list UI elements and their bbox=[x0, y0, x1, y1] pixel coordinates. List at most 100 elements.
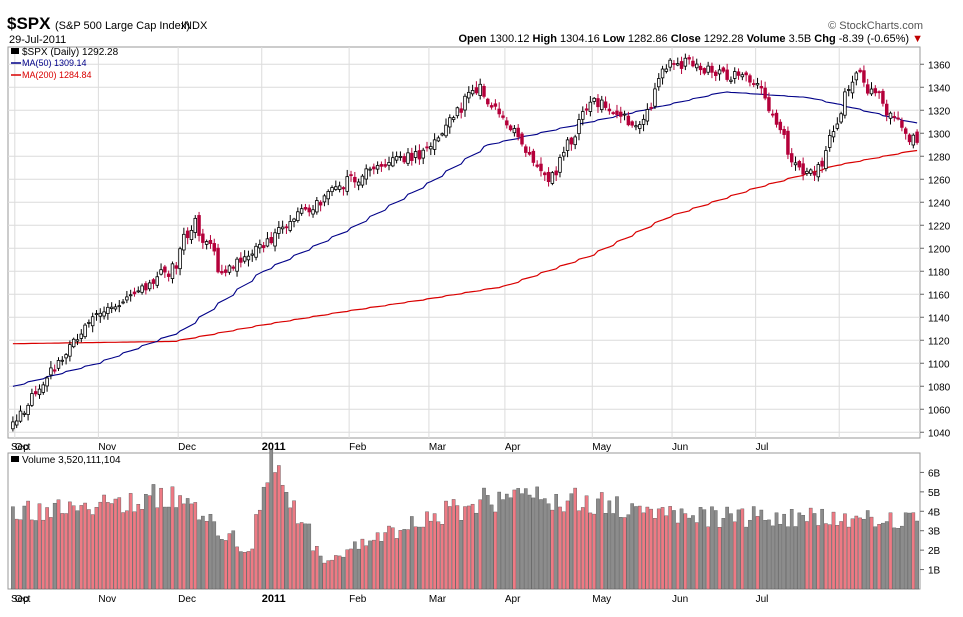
candle-body bbox=[334, 186, 338, 190]
volume-bar bbox=[170, 486, 175, 590]
candle-body bbox=[451, 117, 456, 120]
candle-body bbox=[516, 127, 520, 138]
volume-bar bbox=[296, 523, 300, 590]
candle-body bbox=[801, 163, 805, 175]
candle-body bbox=[531, 150, 536, 163]
candle-body bbox=[512, 128, 517, 134]
volume-bar bbox=[854, 515, 859, 590]
candle-body bbox=[11, 421, 15, 430]
candle-body bbox=[717, 69, 722, 75]
candle-body bbox=[204, 241, 209, 245]
volume-bar bbox=[808, 507, 813, 590]
candle-body bbox=[345, 176, 349, 192]
candle-body bbox=[106, 306, 110, 314]
volume-bar bbox=[478, 499, 483, 590]
volume-bar bbox=[569, 493, 574, 590]
volume-bar bbox=[637, 505, 642, 590]
candle-body bbox=[797, 160, 802, 168]
candle-body bbox=[64, 354, 68, 359]
candle-body bbox=[155, 276, 159, 286]
candle-body bbox=[330, 187, 334, 193]
candle-body bbox=[178, 248, 182, 270]
candle-body bbox=[326, 191, 330, 200]
down-arrow-icon: ▼ bbox=[912, 33, 923, 45]
volume-x-tick-label: Dec bbox=[178, 594, 196, 605]
candle-body bbox=[231, 266, 235, 269]
candle-body bbox=[147, 282, 152, 290]
volume-bar bbox=[52, 502, 57, 590]
volume-bar bbox=[649, 508, 653, 590]
price-y-axis: 1040 1060 1080 1100 1120 1140 1160 1180 1200 1220… bbox=[920, 60, 951, 439]
volume-bar bbox=[789, 509, 794, 590]
low-label: Low bbox=[602, 33, 625, 45]
volume-bar bbox=[508, 497, 513, 590]
brand-label[interactable]: © StockCharts.com bbox=[828, 20, 923, 32]
candle-body bbox=[634, 125, 638, 128]
candle-body bbox=[729, 79, 733, 82]
volume-bar bbox=[322, 562, 327, 590]
open-value: 1300.12 bbox=[489, 33, 530, 45]
chg-label: Chg bbox=[814, 33, 836, 45]
volume-bar bbox=[584, 495, 589, 590]
volume-bar bbox=[493, 511, 498, 590]
candle-body bbox=[87, 322, 91, 324]
candle-body bbox=[288, 221, 292, 231]
price-y-tick-label: 1080 bbox=[928, 382, 951, 393]
volume-bar bbox=[417, 526, 422, 590]
volume-bar bbox=[318, 555, 323, 590]
volume-bar bbox=[527, 494, 532, 590]
volume-bar bbox=[615, 496, 619, 590]
volume-bar bbox=[444, 500, 448, 590]
candle-body bbox=[193, 217, 197, 233]
candle-body bbox=[569, 137, 574, 145]
volume-x-tick-label: Oct bbox=[15, 594, 31, 605]
volume-bar bbox=[691, 515, 695, 590]
candle-body bbox=[71, 338, 76, 348]
candle-body bbox=[368, 168, 372, 171]
price-x-tick-label: Dec bbox=[178, 442, 196, 453]
price-legend: $SPX (Daily) 1292.28 MA(50) 1309.14 MA(2… bbox=[11, 47, 119, 80]
volume-bar bbox=[907, 512, 912, 590]
candle-body bbox=[782, 129, 786, 135]
volume-bar bbox=[269, 449, 274, 590]
candle-body bbox=[767, 97, 771, 112]
candle-body bbox=[907, 134, 912, 143]
candle-body bbox=[315, 200, 319, 213]
candle-body bbox=[463, 95, 467, 111]
volume-bar bbox=[349, 548, 353, 590]
candle-body bbox=[383, 164, 387, 167]
candle-body bbox=[254, 245, 258, 258]
candle-body bbox=[581, 111, 585, 120]
candle-body bbox=[83, 324, 87, 338]
volume-x-tick-label: Jul bbox=[756, 594, 769, 605]
volume-bar bbox=[406, 529, 410, 590]
candle-body bbox=[535, 164, 539, 167]
volume-bar bbox=[227, 533, 232, 590]
volume-bar bbox=[805, 521, 809, 590]
candle-body bbox=[322, 195, 327, 203]
candle-body bbox=[413, 151, 418, 158]
candle-body bbox=[98, 312, 103, 317]
volume-bar bbox=[235, 546, 239, 590]
volume-bar bbox=[163, 506, 167, 590]
volume-bar bbox=[588, 512, 593, 590]
candle-body bbox=[197, 215, 201, 236]
volume-bar bbox=[656, 508, 661, 590]
volume-bar bbox=[850, 518, 855, 590]
volume-bar bbox=[523, 488, 528, 590]
price-x-tick-label: Feb bbox=[349, 442, 367, 453]
candle-body bbox=[223, 269, 228, 273]
volume-bar bbox=[539, 499, 543, 590]
candle-body bbox=[189, 229, 194, 240]
candle-body bbox=[75, 339, 80, 342]
price-plot-frame bbox=[7, 46, 921, 439]
candle-body bbox=[341, 187, 346, 190]
candle-body bbox=[683, 57, 688, 67]
chg-value: -8.39 (-0.65%) bbox=[838, 33, 910, 45]
volume-bar bbox=[645, 506, 650, 590]
candle-body bbox=[603, 101, 608, 108]
candle-body bbox=[277, 227, 281, 234]
volume-bar bbox=[261, 486, 266, 590]
volume-y-tick-label: 3B bbox=[928, 527, 941, 538]
